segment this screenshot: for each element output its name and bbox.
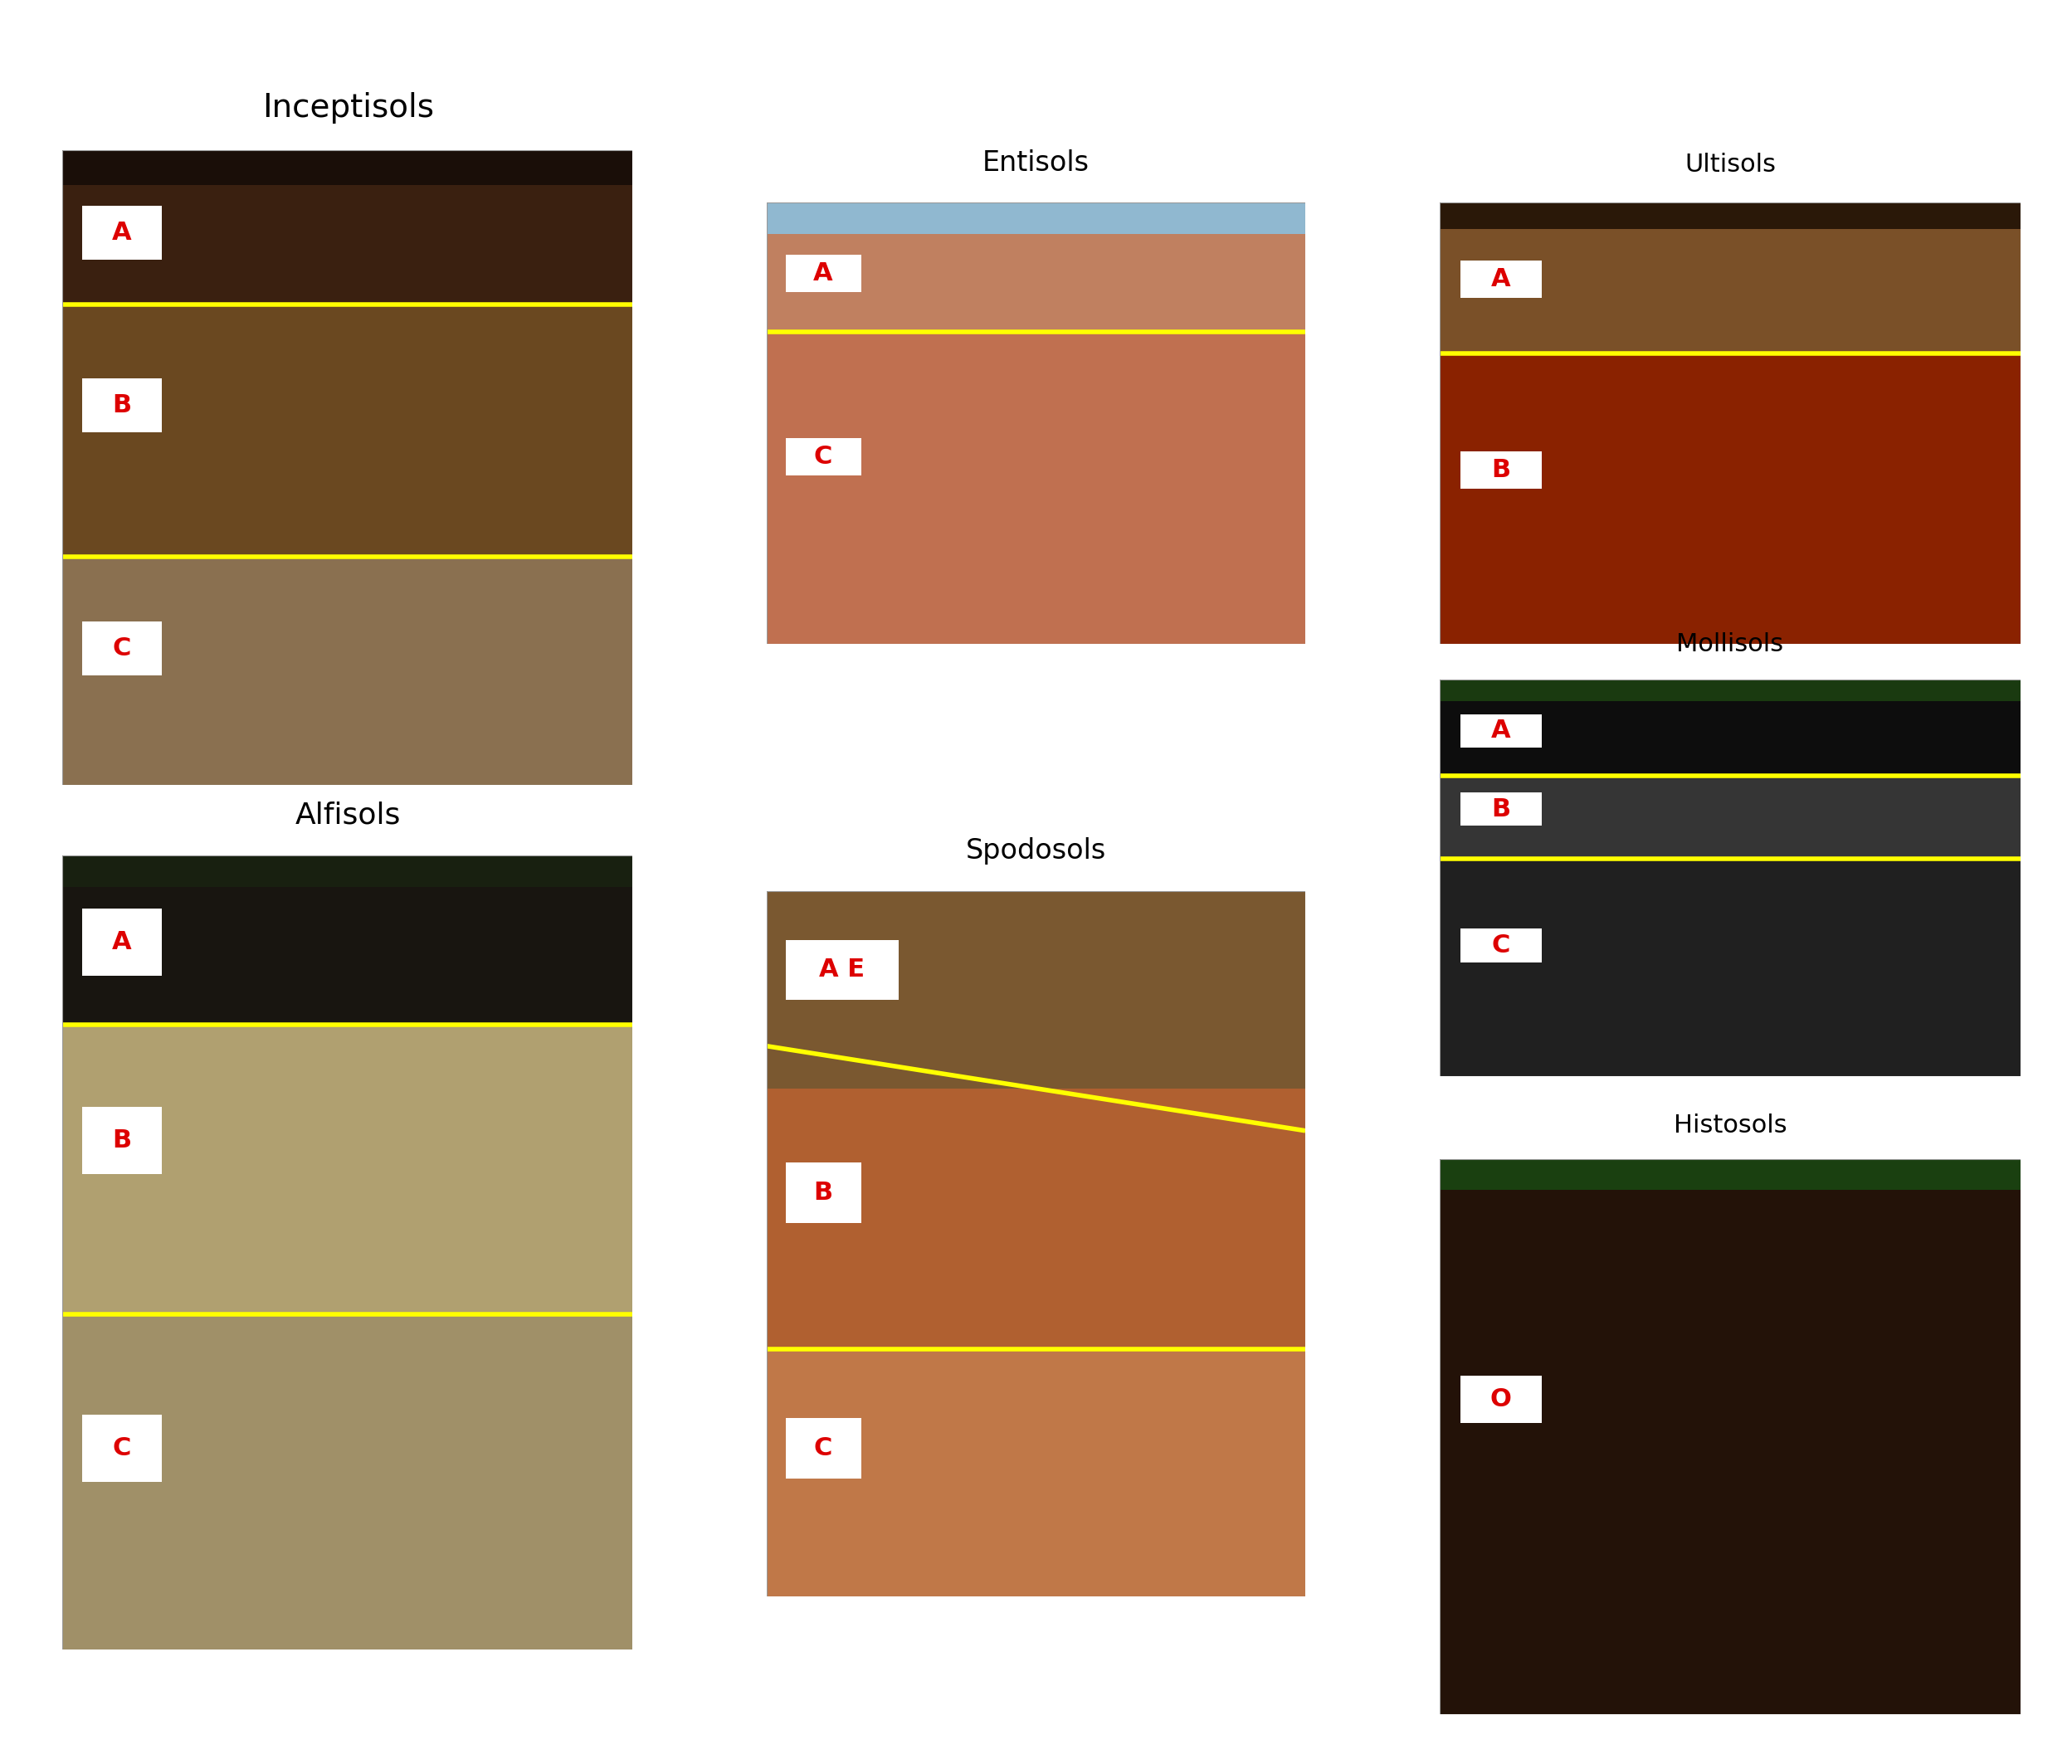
Text: Histosols: Histosols [1674,1113,1786,1138]
FancyBboxPatch shape [785,940,899,1000]
Text: O: O [1490,1388,1513,1411]
FancyBboxPatch shape [1461,261,1542,298]
Bar [767,891,1305,1088]
Bar [767,332,1305,644]
Text: B: B [112,393,133,418]
FancyBboxPatch shape [1461,792,1542,826]
Text: C: C [814,1436,833,1461]
FancyBboxPatch shape [83,1106,162,1175]
Bar [62,185,632,305]
FancyBboxPatch shape [83,908,162,975]
Text: C: C [814,445,833,469]
Bar [767,203,1305,235]
Text: A: A [814,261,833,286]
Bar [62,856,632,887]
FancyBboxPatch shape [83,621,162,676]
Bar [1440,679,2020,700]
Text: Alfisols: Alfisols [294,801,402,829]
Text: Inceptisols: Inceptisols [263,92,433,123]
Text: B: B [112,1129,133,1152]
Bar [1440,859,2020,1076]
Text: Spodosols: Spodosols [966,836,1106,864]
Text: A E: A E [818,958,864,983]
Text: C: C [1492,933,1510,958]
FancyBboxPatch shape [1461,1376,1542,1424]
Bar [62,1314,632,1649]
FancyBboxPatch shape [1461,928,1542,963]
FancyBboxPatch shape [785,1162,862,1222]
Text: A: A [112,220,133,245]
FancyBboxPatch shape [785,254,862,291]
Text: Ultisols: Ultisols [1685,152,1776,176]
Bar [1440,229,2020,353]
FancyBboxPatch shape [1461,714,1542,748]
Bar [62,305,632,557]
Bar [1440,353,2020,644]
Text: Mollisols: Mollisols [1676,632,1784,656]
Text: Entisols: Entisols [982,148,1090,176]
FancyBboxPatch shape [83,379,162,432]
Bar [62,557,632,785]
Bar [62,887,632,1025]
Bar [767,1349,1305,1596]
Bar [767,235,1305,332]
Bar [1440,700,2020,776]
Bar [1440,1159,2020,1189]
Text: C: C [112,1436,131,1461]
FancyBboxPatch shape [83,206,162,259]
Bar [62,1025,632,1314]
FancyBboxPatch shape [83,1415,162,1482]
Bar [1440,776,2020,859]
Bar [1440,203,2020,229]
Bar [767,1088,1305,1349]
Text: A: A [1492,266,1510,291]
Text: A: A [1492,720,1510,743]
Bar [62,150,632,185]
FancyBboxPatch shape [785,1418,862,1478]
Text: B: B [814,1180,833,1205]
FancyBboxPatch shape [1461,452,1542,489]
Text: C: C [112,637,131,660]
Text: B: B [1492,797,1510,820]
Text: B: B [1492,457,1510,482]
Text: A: A [112,930,133,954]
FancyBboxPatch shape [785,437,862,476]
